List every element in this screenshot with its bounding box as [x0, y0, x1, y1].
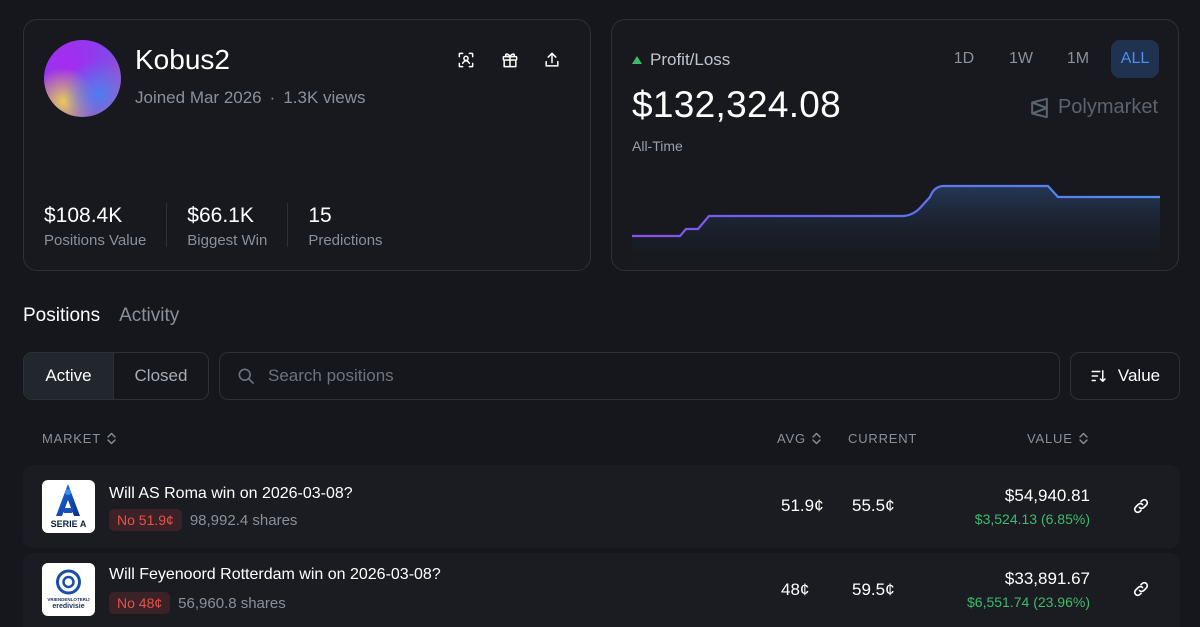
avg-price: 51.9¢	[781, 496, 824, 515]
pnl-value: $132,324.08	[632, 84, 842, 125]
profile-card: Kobus2 Joined Mar 2026 · 1.3K views $108.4…	[23, 19, 591, 271]
position-meta: No 51.9¢ 98,992.4 shares	[109, 509, 297, 531]
serie-a-logo: SERIE A	[42, 480, 95, 533]
sort-toggle-icon	[1078, 432, 1088, 445]
sort-icon	[1091, 370, 1106, 382]
logo-text: SERIE A	[50, 519, 87, 529]
header-current-label: CURRENT	[848, 431, 918, 446]
search-box	[219, 352, 1060, 400]
table-row[interactable]: VRIENDENLOTERIJ eredivisie Will Feyenoor…	[23, 553, 1180, 627]
stat-label: Biggest Win	[187, 232, 268, 249]
stat-value: 15	[308, 204, 332, 227]
outcome-badge: No 48¢	[109, 592, 171, 614]
range-tab-all[interactable]: ALL	[1111, 40, 1159, 78]
position-meta: No 48¢ 56,960.8 shares	[109, 592, 286, 614]
shares-count: 98,992.4 shares	[189, 511, 298, 529]
gift-button[interactable]	[498, 48, 522, 72]
pnl-card: Profit/Loss $132,324.08 All-Time 1D 1W 1…	[611, 19, 1179, 271]
current-price: 59.5¢	[852, 580, 895, 599]
pnl-line	[632, 184, 1160, 238]
outcome-badge: No 51.9¢	[109, 509, 182, 531]
sort-toggle-icon	[812, 432, 821, 445]
active-toggle-button[interactable]: Active	[24, 353, 114, 399]
stat-value: $66.1K	[187, 204, 254, 227]
stat-label: Predictions	[308, 232, 383, 249]
pnl-label-text: Profit/Loss	[650, 50, 731, 69]
value-amount: $54,940.81	[1004, 486, 1090, 505]
stat-predictions: 15 Predictions	[308, 203, 402, 249]
stat-positions-value: $108.4K Positions Value	[44, 203, 168, 249]
share-icon	[545, 52, 559, 67]
joined-date: Joined Mar 2026	[135, 88, 262, 107]
username: Kobus2	[135, 44, 230, 75]
status-toggle: Active Closed	[23, 352, 209, 400]
value-change: $3,524.13 (6.85%)	[974, 511, 1090, 527]
link-icon[interactable]	[1132, 580, 1150, 598]
market-title[interactable]: Will Feyenoord Rotterdam win on 2026-03-…	[109, 566, 441, 583]
eredivisie-logo: VRIENDENLOTERIJ eredivisie	[42, 563, 95, 616]
brand: Polymarket	[1029, 96, 1158, 119]
logo-text: eredivisie	[52, 603, 85, 610]
header-current: CURRENT	[848, 431, 917, 446]
profile-stats: $108.4K Positions Value $66.1K Biggest W…	[44, 203, 423, 249]
range-tab-1d[interactable]: 1D	[953, 50, 975, 67]
meta-separator: ·	[269, 88, 276, 107]
gift-icon	[502, 53, 518, 68]
avg-price: 48¢	[781, 580, 810, 599]
search-icon	[238, 368, 254, 384]
header-avg-label: AVG	[777, 431, 806, 446]
current-price: 55.5¢	[852, 496, 895, 515]
stat-label: Positions Value	[44, 232, 147, 249]
header-value[interactable]: VALUE	[1027, 431, 1089, 446]
scan-icon	[458, 52, 474, 68]
profile-meta: Joined Mar 2026 · 1.3K views	[135, 88, 366, 108]
sort-toggle-icon	[107, 432, 116, 445]
header-market-label: MARKET	[42, 431, 101, 446]
logo-text: VRIENDENLOTERIJ	[47, 597, 90, 602]
market-title[interactable]: Will AS Roma win on 2026-03-08?	[109, 485, 353, 502]
pnl-area	[632, 186, 1160, 270]
trend-up-icon	[632, 56, 642, 64]
view-count: 1.3K views	[283, 88, 366, 107]
range-tabs: 1D 1W 1M ALL	[940, 40, 1159, 78]
tab-activity[interactable]: Activity	[119, 305, 180, 326]
stat-biggest-win: $66.1K Biggest Win	[187, 203, 289, 249]
position-value: $54,940.81 $3,524.13 (6.85%)	[975, 486, 1090, 527]
shares-count: 56,960.8 shares	[178, 594, 286, 612]
range-tab-1w[interactable]: 1W	[1009, 50, 1033, 67]
value-change: $6,551.74 (23.96%)	[967, 594, 1090, 610]
table-row[interactable]: SERIE A Will AS Roma win on 2026-03-08? …	[23, 465, 1180, 548]
pnl-chart	[632, 184, 1160, 270]
stat-value: $108.4K	[44, 204, 123, 227]
scan-button[interactable]	[454, 48, 478, 72]
position-value: $33,891.67 $6,551.74 (23.96%)	[967, 569, 1090, 610]
value-amount: $33,891.67	[1004, 569, 1090, 588]
header-avg[interactable]: AVG	[777, 431, 822, 446]
link-icon[interactable]	[1132, 497, 1150, 515]
share-button[interactable]	[540, 48, 564, 72]
header-value-label: VALUE	[1027, 431, 1073, 446]
pnl-period: All-Time	[632, 138, 683, 154]
tab-positions[interactable]: Positions	[23, 305, 101, 326]
header-market[interactable]: MARKET	[42, 431, 117, 446]
polymarket-logo-icon	[1031, 97, 1048, 118]
sort-button[interactable]: Value	[1070, 352, 1180, 400]
avatar	[44, 40, 121, 117]
sort-label: Value	[1117, 366, 1161, 385]
serie-a-logo-icon	[56, 484, 80, 516]
main-tabs: Positions Activity	[23, 305, 179, 327]
search-input[interactable]	[268, 366, 1028, 386]
closed-toggle-button[interactable]: Closed	[134, 366, 188, 385]
eredivisie-logo-icon	[56, 569, 81, 595]
pnl-label: Profit/Loss	[632, 50, 730, 70]
range-tab-1m[interactable]: 1M	[1066, 50, 1090, 67]
brand-name: Polymarket	[1057, 96, 1158, 118]
